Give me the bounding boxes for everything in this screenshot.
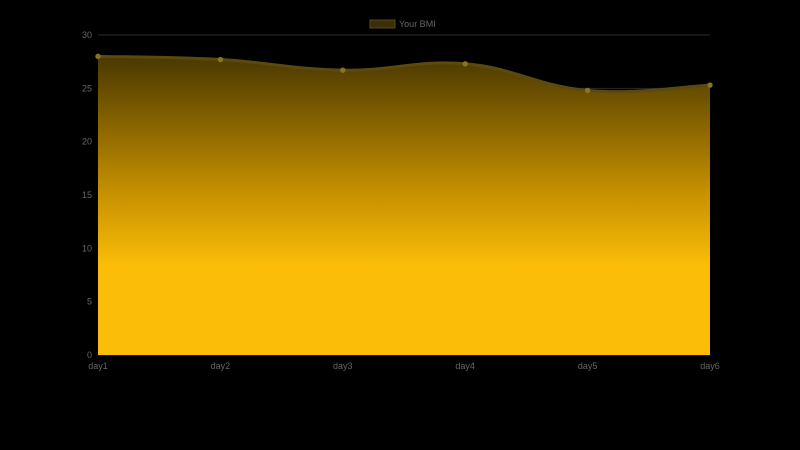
- x-tick-label: day6: [700, 361, 720, 371]
- y-axis: 0 5 10 15 20 25 30: [82, 30, 92, 360]
- x-tick-label: day3: [333, 361, 353, 371]
- x-tick-label: day4: [455, 361, 475, 371]
- bmi-area-fill: [98, 56, 710, 355]
- points-layer: [95, 53, 713, 94]
- legend-label[interactable]: Your BMI: [399, 19, 436, 29]
- y-tick-label: 30: [82, 30, 92, 40]
- area-layer: [97, 54, 711, 355]
- x-tick-label: day5: [578, 361, 598, 371]
- legend[interactable]: Your BMI: [369, 19, 436, 29]
- y-tick-label: 10: [82, 243, 92, 253]
- x-tick-label: day1: [88, 361, 108, 371]
- legend-swatch[interactable]: [369, 19, 396, 29]
- x-axis: day1 day2 day3 day4 day5 day6: [88, 361, 720, 371]
- data-point-day5[interactable]: [584, 87, 591, 94]
- data-point-day4[interactable]: [462, 61, 468, 67]
- data-point-day2[interactable]: [217, 56, 224, 63]
- y-tick-label: 15: [82, 190, 92, 200]
- y-tick-label: 5: [87, 297, 92, 307]
- y-tick-label: 0: [87, 350, 92, 360]
- data-point-day3[interactable]: [340, 67, 346, 73]
- y-tick-label: 20: [82, 137, 92, 147]
- bmi-series-line: [97, 54, 711, 94]
- data-point-day1[interactable]: [95, 53, 101, 60]
- data-point-day6[interactable]: [707, 82, 713, 88]
- x-tick-label: day2: [211, 361, 231, 371]
- y-tick-label: 25: [82, 83, 92, 93]
